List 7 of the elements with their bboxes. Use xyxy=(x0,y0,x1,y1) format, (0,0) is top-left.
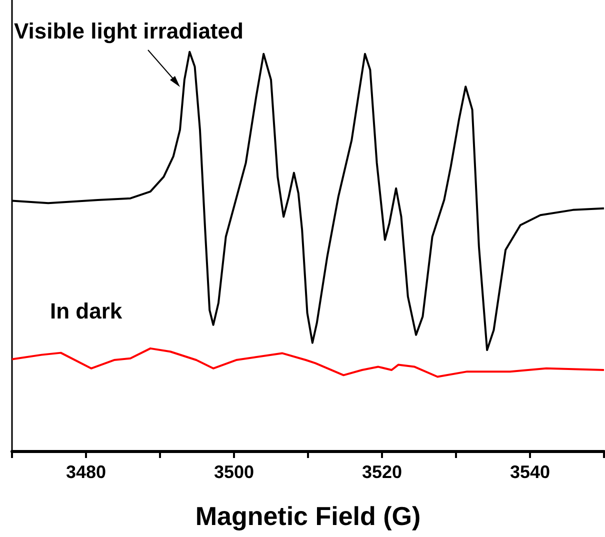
series-label: Visible light irradiated xyxy=(14,18,244,44)
x-tick-label: 3500 xyxy=(214,462,254,482)
series-label: In dark xyxy=(50,298,123,324)
x-tick-label: 3540 xyxy=(510,462,550,482)
x-tick-label: 3480 xyxy=(66,462,106,482)
x-tick-label: 3520 xyxy=(362,462,402,482)
x-axis-title: Magnetic Field (G) xyxy=(195,501,421,531)
